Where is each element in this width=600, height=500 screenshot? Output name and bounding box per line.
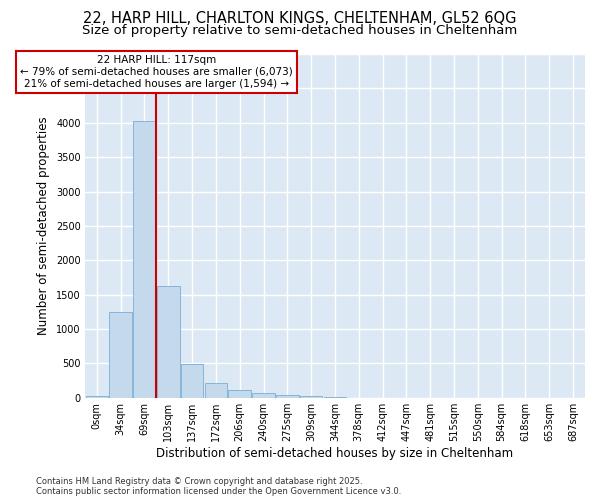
Bar: [205, 383, 227, 398]
X-axis label: Distribution of semi-detached houses by size in Cheltenham: Distribution of semi-detached houses by …: [157, 447, 514, 460]
Bar: [133, 122, 156, 398]
Text: 22 HARP HILL: 117sqm
← 79% of semi-detached houses are smaller (6,073)
21% of se: 22 HARP HILL: 117sqm ← 79% of semi-detac…: [20, 56, 293, 88]
Y-axis label: Number of semi-detached properties: Number of semi-detached properties: [37, 116, 50, 335]
Bar: [157, 286, 179, 398]
Text: Size of property relative to semi-detached houses in Cheltenham: Size of property relative to semi-detach…: [82, 24, 518, 37]
Text: 22, HARP HILL, CHARLTON KINGS, CHELTENHAM, GL52 6QG: 22, HARP HILL, CHARLTON KINGS, CHELTENHA…: [83, 11, 517, 26]
Bar: [300, 396, 322, 398]
Bar: [86, 396, 108, 398]
Text: Contains HM Land Registry data © Crown copyright and database right 2025.
Contai: Contains HM Land Registry data © Crown c…: [36, 476, 401, 496]
Bar: [109, 312, 132, 398]
Bar: [276, 396, 299, 398]
Bar: [229, 390, 251, 398]
Bar: [252, 394, 275, 398]
Bar: [181, 364, 203, 398]
